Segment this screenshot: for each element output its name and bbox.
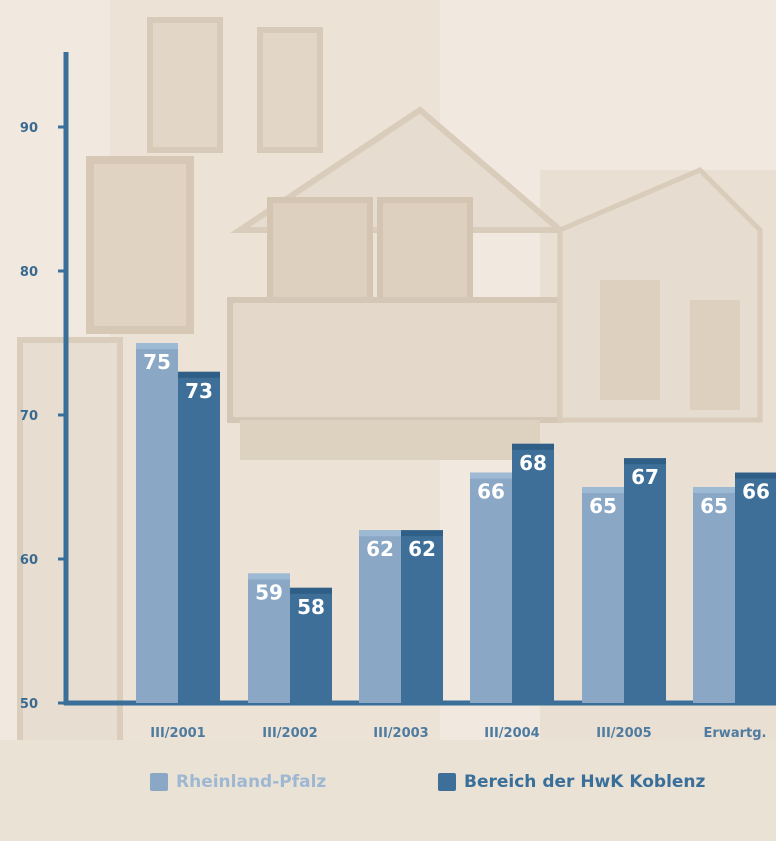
bar-value-label: 59 [255, 580, 283, 604]
legend-swatch-rheinland-pfalz [150, 773, 168, 791]
y-tick-label: 50 [20, 697, 38, 712]
bar-hwk-koblenz [512, 444, 554, 703]
bar-value-label: 68 [519, 451, 547, 475]
bar-value-label: 58 [297, 595, 325, 619]
x-category-label: III/2005 [596, 726, 651, 741]
bar-value-label: 75 [143, 350, 171, 374]
y-tick-label: 60 [20, 553, 38, 568]
x-category-label: III/2003 [373, 726, 428, 741]
x-category-label: III/2002 [262, 726, 317, 741]
bar-rheinland-pfalz [470, 473, 512, 703]
y-tick-label: 90 [20, 121, 38, 136]
legend-label-hwk-koblenz: Bereich der HwK Koblenz [464, 772, 705, 792]
y-tick-label: 80 [20, 265, 38, 280]
legend-label-rheinland-pfalz: Rheinland-Pfalz [176, 772, 326, 792]
bar-top-highlight [136, 343, 178, 349]
bar-top-highlight [178, 372, 220, 378]
legend-swatch-hwk-koblenz [438, 773, 456, 791]
bar-value-label: 65 [700, 494, 728, 518]
bar-rheinland-pfalz [136, 343, 178, 703]
bar-value-label: 66 [742, 480, 770, 504]
legend-item-hwk-koblenz: Bereich der HwK Koblenz [438, 772, 705, 792]
bar-hwk-koblenz [624, 458, 666, 703]
bar-top-highlight [359, 530, 401, 536]
bar-top-highlight [401, 530, 443, 536]
y-tick-label: 70 [20, 409, 38, 424]
x-category-label: Erwartg. [704, 726, 767, 741]
bar-rheinland-pfalz [693, 487, 735, 703]
bar-value-label: 66 [477, 480, 505, 504]
bar-top-highlight [470, 473, 512, 479]
bar-top-highlight [248, 573, 290, 579]
bar-value-label: 65 [589, 494, 617, 518]
bar-hwk-koblenz [178, 372, 220, 703]
bar-rheinland-pfalz [582, 487, 624, 703]
legend-item-rheinland-pfalz: Rheinland-Pfalz [150, 772, 326, 792]
bar-hwk-koblenz [735, 473, 776, 703]
x-category-label: III/2001 [150, 726, 205, 741]
bar-top-highlight [693, 487, 735, 493]
bar-top-highlight [735, 473, 776, 479]
x-category-label: III/2004 [484, 726, 539, 741]
bar-value-label: 67 [631, 465, 659, 489]
bar-top-highlight [624, 458, 666, 464]
bar-top-highlight [512, 444, 554, 450]
bar-top-highlight [582, 487, 624, 493]
bar-top-highlight [290, 588, 332, 594]
bar-value-label: 62 [408, 537, 436, 561]
bar-value-label: 73 [185, 379, 213, 403]
bar-value-label: 62 [366, 537, 394, 561]
